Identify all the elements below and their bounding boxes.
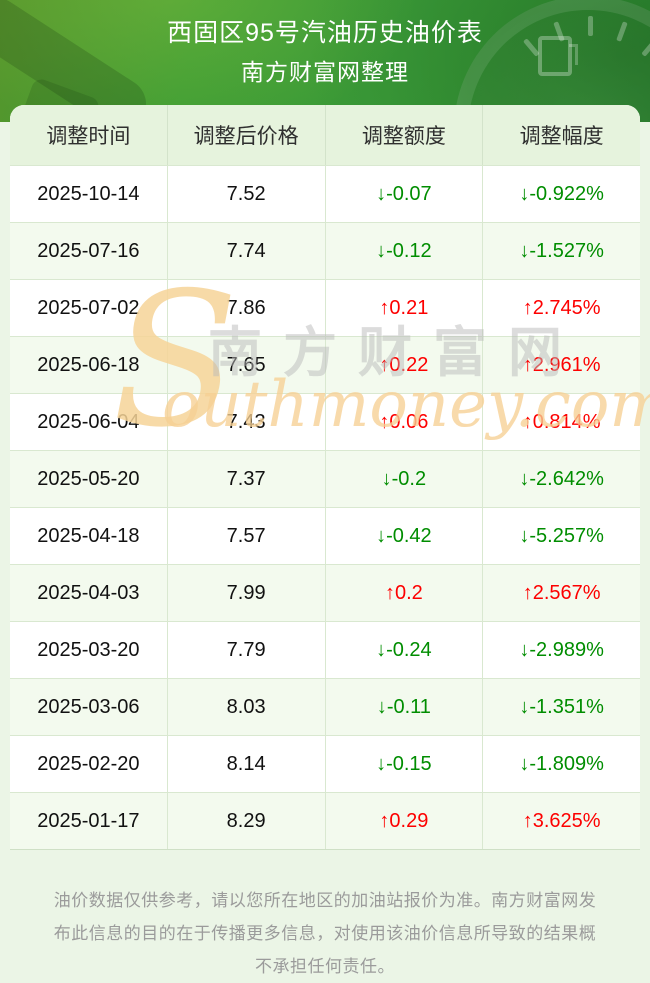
cell-change: ↓-0.11 [326,679,484,735]
table-row: 2025-04-18 7.57 ↓-0.42 ↓-5.257% [10,507,640,564]
cell-date: 2025-02-20 [10,736,168,792]
gauge-tick [588,16,593,36]
cell-change: ↓-0.15 [326,736,484,792]
table-row: 2025-10-14 7.52 ↓-0.07 ↓-0.922% [10,165,640,222]
cell-percent: ↓-5.257% [519,524,604,547]
table-body: 2025-10-14 7.52 ↓-0.07 ↓-0.922% 2025-07-… [10,165,640,849]
column-header-date: 调整时间 [10,105,168,165]
cell-date: 2025-10-14 [10,166,168,222]
cell-price: 7.52 [168,166,326,222]
cell-price: 7.86 [168,280,326,336]
table-header-row: 调整时间 调整后价格 调整额度 调整幅度 [10,105,640,165]
cell-date: 2025-07-02 [10,280,168,336]
cell-date: 2025-06-04 [10,394,168,450]
cell-percent: ↑2.567% [522,581,601,604]
cell-percent: ↓-0.922% [519,182,604,205]
cell-price: 7.57 [168,508,326,564]
cell-price: 7.65 [168,337,326,393]
cell-price: 7.74 [168,223,326,279]
table-row: 2025-01-17 8.29 ↑0.29 ↑3.625% [10,792,640,849]
cell-percent: ↑2.745% [522,296,601,319]
price-table-card: 调整时间 调整后价格 调整额度 调整幅度 2025-10-14 7.52 ↓-0… [10,105,640,850]
cell-price: 7.99 [168,565,326,621]
table-row: 2025-02-20 8.14 ↓-0.15 ↓-1.809% [10,735,640,792]
cell-change: ↓-0.12 [326,223,484,279]
cell-change: ↓-0.07 [326,166,484,222]
cell-percent: ↓-1.527% [519,239,604,262]
column-header-percent: 调整幅度 [519,125,604,148]
cell-percent: ↓-1.809% [519,752,604,775]
cell-change: ↓-0.2 [326,451,484,507]
table-row: 2025-06-18 7.65 ↑0.22 ↑2.961% [10,336,640,393]
cell-date: 2025-04-03 [10,565,168,621]
cell-change: ↑0.21 [326,280,484,336]
column-header-change: 调整额度 [326,105,484,165]
table-row: 2025-06-04 7.43 ↑0.06 ↑0.814% [10,393,640,450]
cell-price: 8.14 [168,736,326,792]
page-subtitle: 南方财富网整理 [241,59,409,85]
fuel-pump-icon [538,36,578,76]
cell-date: 2025-06-18 [10,337,168,393]
disclaimer-text: 油价数据仅供参考，请以您所在地区的加油站报价为准。南方财富网发布此信息的目的在于… [53,891,597,976]
cell-change: ↑0.06 [326,394,484,450]
cell-date: 2025-03-20 [10,622,168,678]
cell-change: ↓-0.42 [326,508,484,564]
cell-price: 7.37 [168,451,326,507]
page-title: 西固区95号汽油历史油价表 [167,19,483,47]
cell-change: ↑0.29 [326,793,484,849]
table-row: 2025-04-03 7.99 ↑0.2 ↑2.567% [10,564,640,621]
table-row: 2025-07-02 7.86 ↑0.21 ↑2.745% [10,279,640,336]
cell-price: 7.79 [168,622,326,678]
cell-percent: ↑0.814% [522,410,601,433]
cell-percent: ↓-1.351% [519,695,604,718]
cell-percent: ↑2.961% [522,353,601,376]
cell-date: 2025-04-18 [10,508,168,564]
table-row: 2025-03-06 8.03 ↓-0.11 ↓-1.351% [10,678,640,735]
column-header-price: 调整后价格 [168,105,326,165]
cell-date: 2025-05-20 [10,451,168,507]
cell-change: ↑0.2 [326,565,484,621]
table-row: 2025-03-20 7.79 ↓-0.24 ↓-2.989% [10,621,640,678]
cell-price: 8.03 [168,679,326,735]
cell-date: 2025-07-16 [10,223,168,279]
cell-date: 2025-01-17 [10,793,168,849]
cell-change: ↑0.22 [326,337,484,393]
cell-date: 2025-03-06 [10,679,168,735]
cell-change: ↓-0.24 [326,622,484,678]
cell-percent: ↑3.625% [522,809,601,832]
table-row: 2025-07-16 7.74 ↓-0.12 ↓-1.527% [10,222,640,279]
cell-percent: ↓-2.642% [519,467,604,490]
cell-price: 7.43 [168,394,326,450]
table-row: 2025-05-20 7.37 ↓-0.2 ↓-2.642% [10,450,640,507]
banner: 西固区95号汽油历史油价表 南方财富网整理 [0,0,650,122]
cell-price: 8.29 [168,793,326,849]
cell-percent: ↓-2.989% [519,638,604,661]
